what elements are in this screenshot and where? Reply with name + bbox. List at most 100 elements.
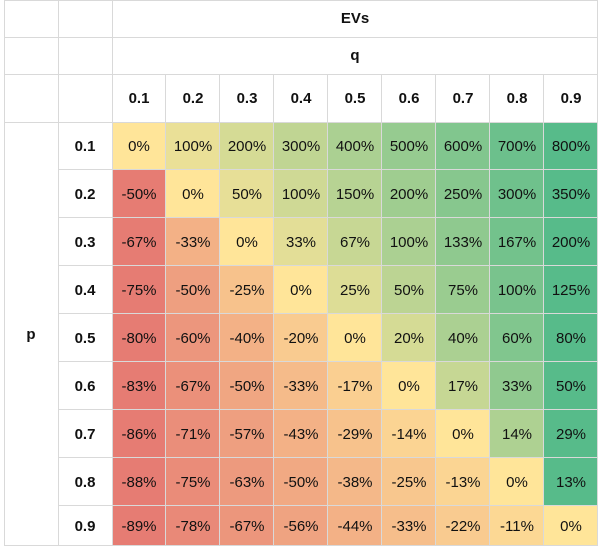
- heatmap-cell: -78%: [166, 506, 220, 546]
- row-header-p: 0.9: [74, 517, 96, 535]
- heatmap-cell: 100%: [382, 218, 436, 266]
- heatmap-cell: -17%: [328, 362, 382, 410]
- heatmap-cell: -80%: [112, 314, 166, 362]
- heatmap-cell: -88%: [112, 458, 166, 506]
- heatmap-cell: 50%: [382, 266, 436, 314]
- row-header-p: 0.5: [74, 329, 96, 347]
- heatmap-cell: -13%: [436, 458, 490, 506]
- heatmap-cell: -11%: [490, 506, 544, 546]
- heatmap-cell: 0%: [274, 266, 328, 314]
- heatmap-cell: 0%: [382, 362, 436, 410]
- heatmap-cell: -50%: [112, 170, 166, 218]
- heatmap-cell: -67%: [112, 218, 166, 266]
- heatmap-cell: -33%: [274, 362, 328, 410]
- row-header-p: 0.3: [74, 233, 96, 251]
- heatmap-cell: 25%: [328, 266, 382, 314]
- heatmap-cell: 50%: [220, 170, 274, 218]
- heatmap-cell: 350%: [544, 170, 598, 218]
- row-header-p: 0.8: [74, 473, 96, 491]
- grid-lines: [4, 0, 598, 546]
- column-header-q: 0.2: [182, 89, 204, 107]
- heatmap-cell: 500%: [382, 122, 436, 170]
- heatmap-cell: 100%: [274, 170, 328, 218]
- heatmap-cell: 100%: [490, 266, 544, 314]
- chart-title: EVs: [340, 10, 370, 27]
- heatmap-cell: 33%: [490, 362, 544, 410]
- heatmap-cell: -67%: [220, 506, 274, 546]
- heatmap-cell: 200%: [382, 170, 436, 218]
- heatmap-cell: -86%: [112, 410, 166, 458]
- heatmap-cell: -50%: [274, 458, 328, 506]
- row-header-p: 0.7: [74, 425, 96, 443]
- heatmap-cell: -50%: [166, 266, 220, 314]
- heatmap-cell: -25%: [382, 458, 436, 506]
- heatmap-cell: 100%: [166, 122, 220, 170]
- heatmap-cell: -60%: [166, 314, 220, 362]
- column-header-q: 0.7: [452, 89, 474, 107]
- heatmap-cell: 250%: [436, 170, 490, 218]
- row-header-p: 0.2: [74, 185, 96, 203]
- heatmap-cell: -56%: [274, 506, 328, 546]
- heatmap-cell: 0%: [166, 170, 220, 218]
- heatmap-cell: -57%: [220, 410, 274, 458]
- row-header-p: 0.1: [74, 137, 96, 155]
- heatmap-cell: -29%: [328, 410, 382, 458]
- heatmap-cell: -22%: [436, 506, 490, 546]
- heatmap-cell: 40%: [436, 314, 490, 362]
- heatmap-cell: 200%: [220, 122, 274, 170]
- column-header-q: 0.3: [236, 89, 258, 107]
- heatmap-cell: -43%: [274, 410, 328, 458]
- heatmap-cell: -38%: [328, 458, 382, 506]
- heatmap-cell: 75%: [436, 266, 490, 314]
- heatmap-cell: 700%: [490, 122, 544, 170]
- column-header-q: 0.8: [506, 89, 528, 107]
- column-header-q: 0.9: [560, 89, 582, 107]
- row-header-p: 0.4: [74, 281, 96, 299]
- heatmap-cell: -89%: [112, 506, 166, 546]
- heatmap-cell: 67%: [328, 218, 382, 266]
- heatmap-cell: 17%: [436, 362, 490, 410]
- heatmap-cell: 0%: [112, 122, 166, 170]
- heatmap-cell: 150%: [328, 170, 382, 218]
- heatmap-cell: -44%: [328, 506, 382, 546]
- heatmap-cell: -63%: [220, 458, 274, 506]
- heatmap-cell: 133%: [436, 218, 490, 266]
- row-variable-label: p: [26, 325, 36, 343]
- column-header-q: 0.5: [344, 89, 366, 107]
- heatmap-cell: 14%: [490, 410, 544, 458]
- heatmap-cell: 800%: [544, 122, 598, 170]
- column-header-q: 0.6: [398, 89, 420, 107]
- heatmap-cell: -25%: [220, 266, 274, 314]
- heatmap-cell: 200%: [544, 218, 598, 266]
- column-header-q: 0.1: [128, 89, 150, 107]
- heatmap-cell: -20%: [274, 314, 328, 362]
- heatmap-cell: 0%: [490, 458, 544, 506]
- heatmap-cell: -67%: [166, 362, 220, 410]
- heatmap-cell: 20%: [382, 314, 436, 362]
- heatmap-cell: -83%: [112, 362, 166, 410]
- heatmap-cell: -75%: [112, 266, 166, 314]
- heatmap-cell: 0%: [328, 314, 382, 362]
- heatmap-cell: 29%: [544, 410, 598, 458]
- heatmap-cell: -75%: [166, 458, 220, 506]
- heatmap-cell: 50%: [544, 362, 598, 410]
- heatmap-cell: 400%: [328, 122, 382, 170]
- heatmap-cell: 60%: [490, 314, 544, 362]
- heatmap-cell: 33%: [274, 218, 328, 266]
- heatmap-cell: 167%: [490, 218, 544, 266]
- heatmap-cell: -33%: [382, 506, 436, 546]
- row-header-p: 0.6: [74, 377, 96, 395]
- heatmap-cell: -50%: [220, 362, 274, 410]
- heatmap-cell: 13%: [544, 458, 598, 506]
- heatmap-cell: 80%: [544, 314, 598, 362]
- heatmap-cell: 0%: [220, 218, 274, 266]
- heatmap-cell: -71%: [166, 410, 220, 458]
- heatmap-cell: 600%: [436, 122, 490, 170]
- column-header-q: 0.4: [290, 89, 312, 107]
- heatmap-cell: -33%: [166, 218, 220, 266]
- heatmap-cell: -14%: [382, 410, 436, 458]
- heatmap-cell: 0%: [436, 410, 490, 458]
- heatmap-cell: 300%: [490, 170, 544, 218]
- heatmap-cell: 300%: [274, 122, 328, 170]
- heatmap-cell: -40%: [220, 314, 274, 362]
